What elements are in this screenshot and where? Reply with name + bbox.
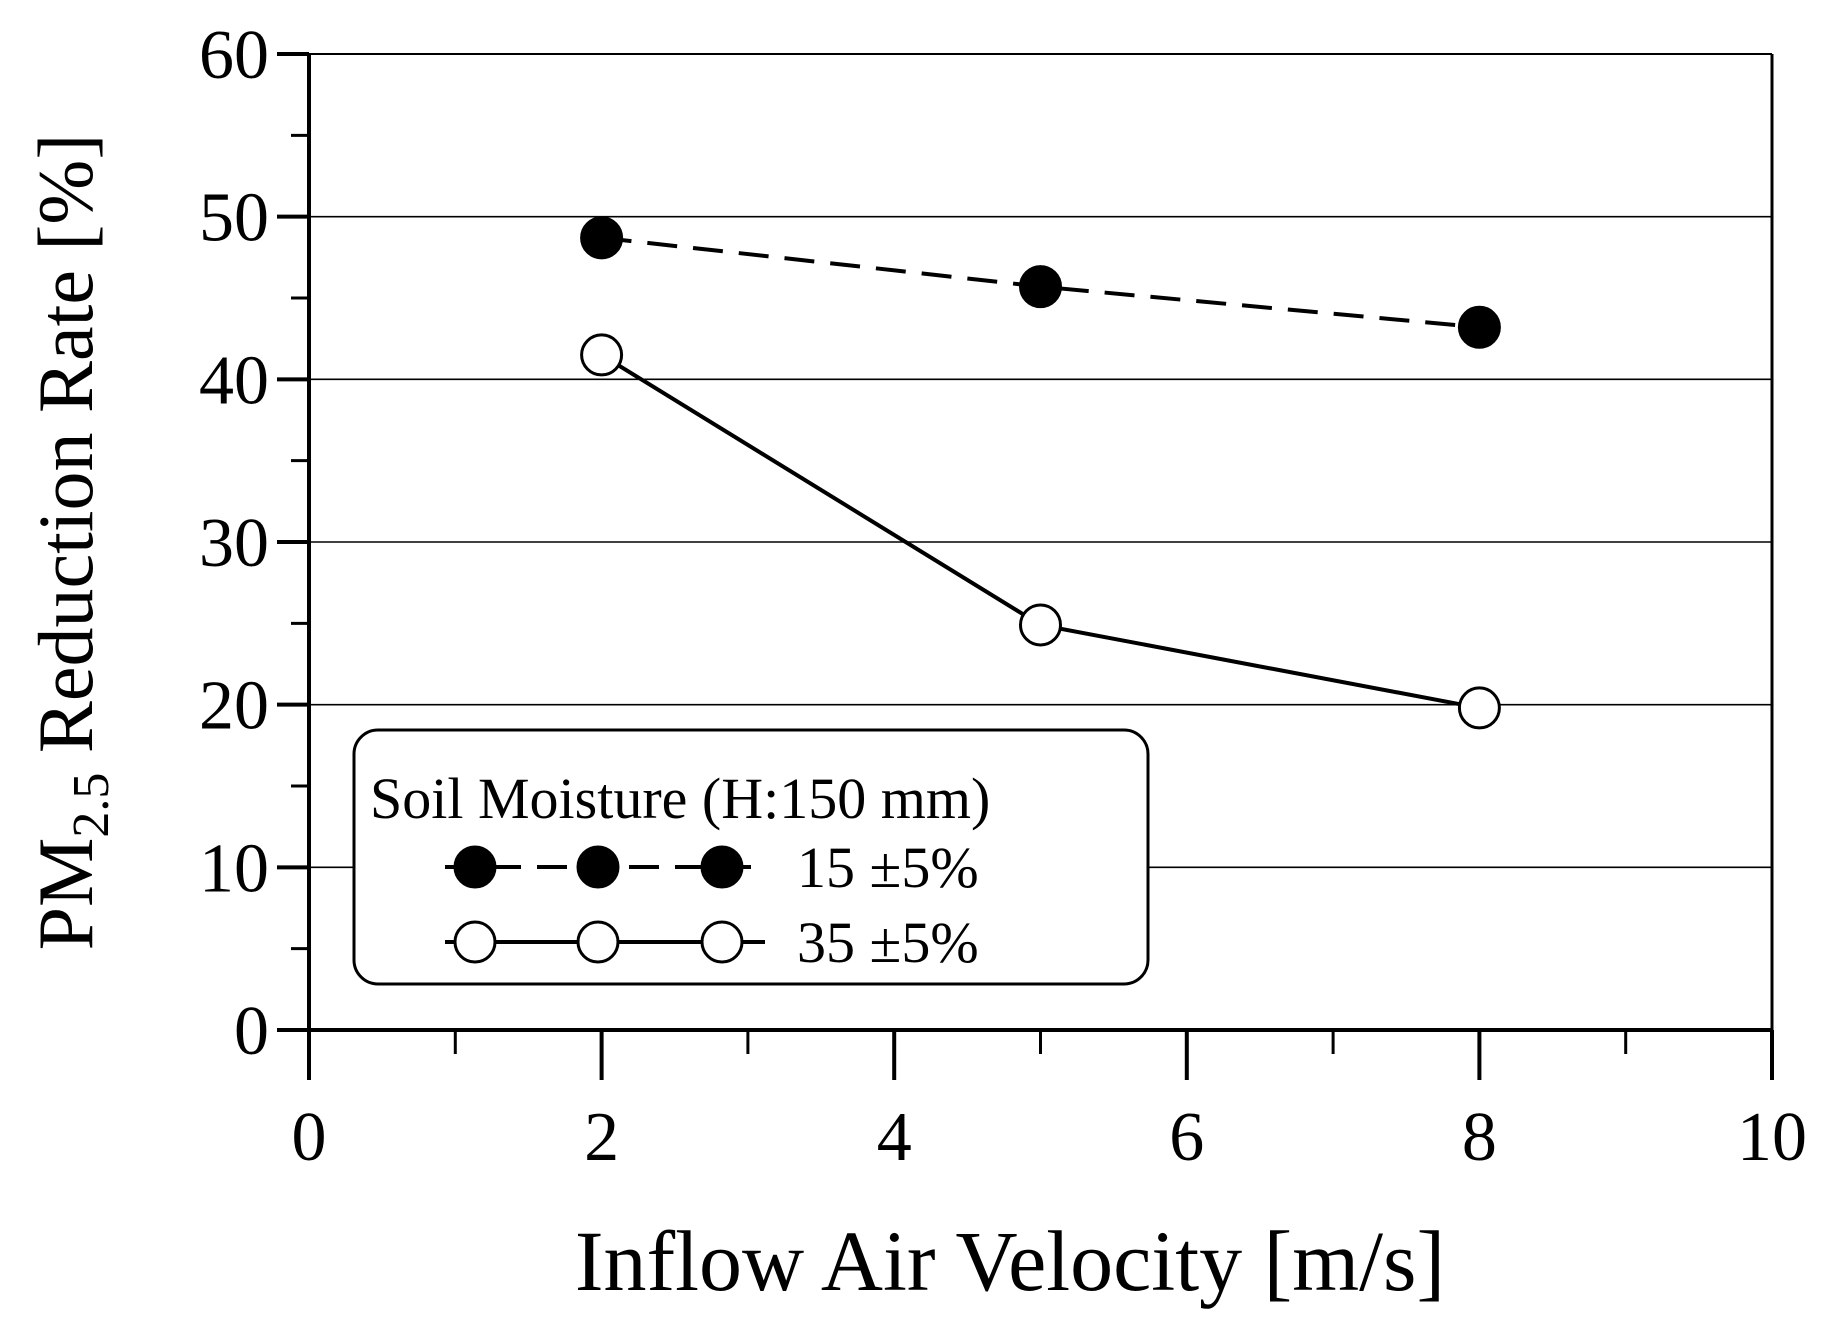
legend-marker — [453, 920, 497, 964]
data-point — [1019, 265, 1062, 309]
legend-label: 15 ±5% — [797, 835, 979, 900]
legend-box — [352, 728, 1150, 986]
data-point — [1457, 305, 1501, 349]
legend: Soil Moisture (H:150 mm)15 ±5% 35 ±5% — [352, 728, 1150, 986]
series-2 — [580, 333, 1501, 730]
y-tick-label: 40 — [199, 342, 269, 419]
x-tick-label: 6 — [1169, 1099, 1204, 1176]
y-tick-label: 50 — [199, 180, 269, 257]
y-axis-label-subscript: 2.5 — [63, 773, 120, 838]
legend-entry: 35 ±5% — [445, 910, 979, 975]
y-axis-label-prefix: PM — [22, 838, 109, 951]
x-axis-label: Inflow Air Velocity [m/s] — [575, 1213, 1445, 1309]
legend-marker — [576, 845, 620, 889]
y-axis-label: PM2.5 Reduction Rate [%] — [22, 134, 120, 951]
legend-marker — [700, 920, 744, 964]
data-point — [1019, 603, 1062, 647]
legend-marker — [700, 845, 744, 889]
x-tick-label: 0 — [292, 1099, 327, 1176]
legend-label: 35 ±5% — [797, 910, 979, 975]
x-tick-label: 4 — [877, 1099, 912, 1176]
data-point — [580, 333, 624, 377]
legend-marker — [453, 845, 497, 889]
series-1 — [580, 216, 1501, 349]
y-tick-label: 10 — [199, 830, 269, 907]
data-point — [580, 216, 624, 260]
y-tick-label: 60 — [199, 17, 269, 94]
y-tick-label: 0 — [234, 993, 269, 1070]
legend-entry: 15 ±5% — [445, 835, 979, 900]
x-tick-label: 8 — [1462, 1099, 1497, 1176]
axis-ticks: 0 10 20 30 40 50 60 0 2 4 6 8 10 — [199, 17, 1807, 1176]
series-group — [580, 216, 1501, 730]
series-line — [600, 353, 1480, 710]
y-tick-label: 30 — [199, 505, 269, 582]
x-tick-label: 10 — [1737, 1099, 1807, 1176]
legend-title: Soil Moisture (H:150 mm) — [370, 766, 990, 831]
x-tick-label: 2 — [584, 1099, 619, 1176]
grid-lines — [309, 215, 1772, 869]
legend-marker — [576, 920, 620, 964]
y-axis-label-suffix: Reduction Rate [%] — [22, 134, 109, 773]
y-tick-label: 20 — [199, 668, 269, 745]
data-point — [1457, 686, 1501, 730]
